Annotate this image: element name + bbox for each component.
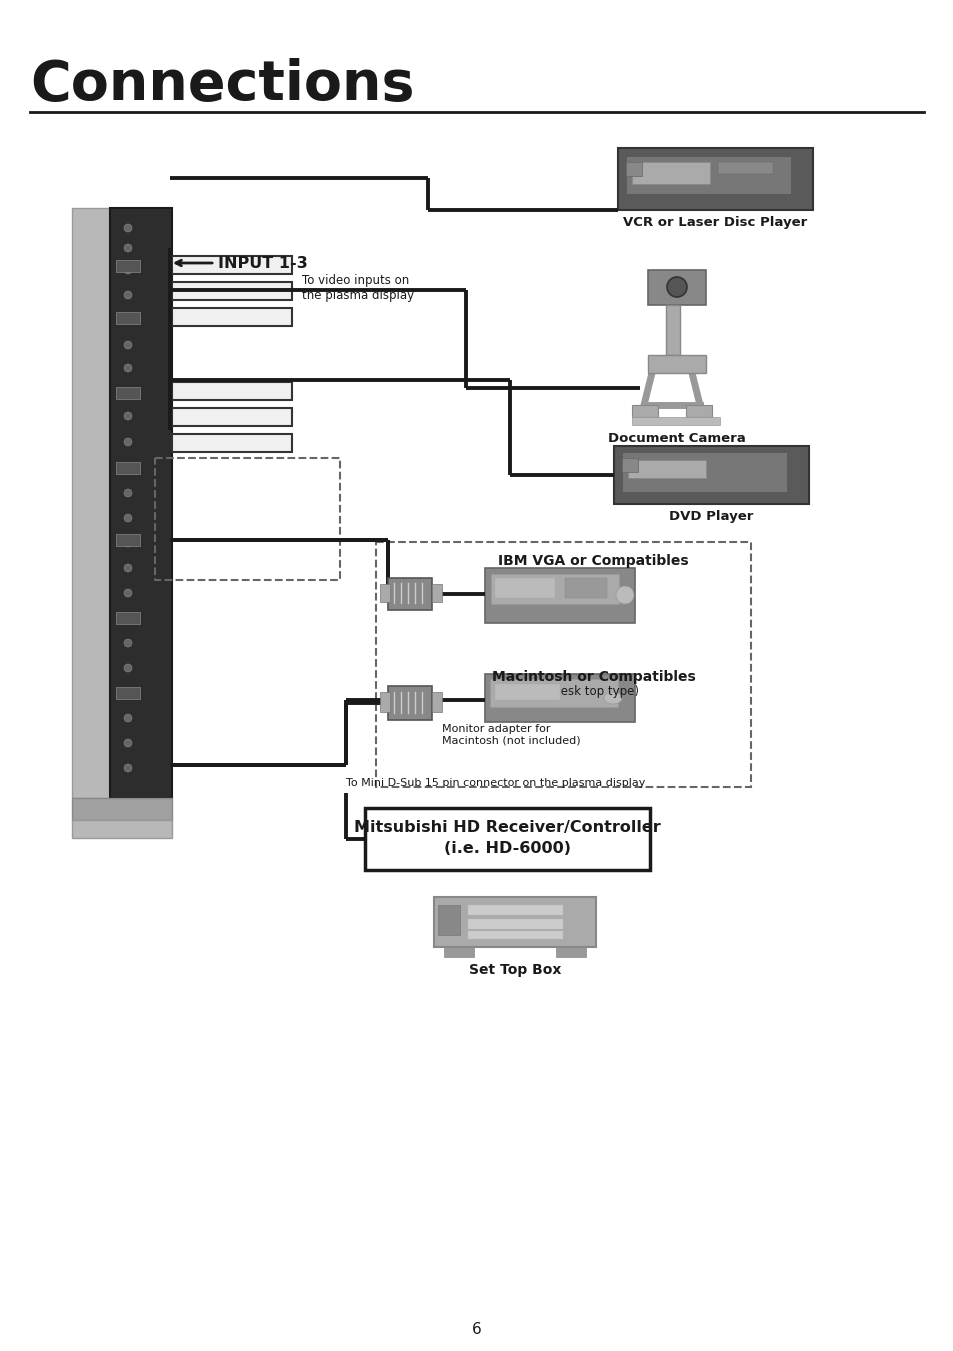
Bar — [490, 680, 618, 707]
Text: IBM VGA or Compatibles: IBM VGA or Compatibles — [497, 554, 688, 567]
Text: DVD Player: DVD Player — [668, 509, 753, 523]
Circle shape — [666, 277, 686, 297]
Bar — [484, 674, 635, 721]
Circle shape — [124, 245, 132, 253]
Bar — [495, 578, 555, 598]
Circle shape — [124, 513, 132, 521]
Circle shape — [124, 739, 132, 747]
Bar — [484, 567, 635, 623]
Bar — [434, 897, 596, 947]
Bar — [110, 208, 172, 798]
Bar — [437, 905, 459, 935]
Bar — [468, 919, 562, 929]
Bar — [71, 208, 110, 798]
Bar — [621, 453, 786, 492]
Bar — [665, 305, 679, 355]
Bar — [614, 446, 808, 504]
Bar — [116, 612, 140, 624]
Circle shape — [124, 290, 132, 299]
Circle shape — [124, 224, 132, 232]
Circle shape — [124, 663, 132, 671]
Circle shape — [124, 639, 132, 647]
Bar — [116, 259, 140, 272]
Bar — [116, 462, 140, 474]
Bar — [495, 684, 559, 700]
Bar — [468, 931, 562, 939]
Bar — [379, 692, 390, 712]
Circle shape — [124, 765, 132, 771]
Bar — [116, 534, 140, 546]
Bar — [618, 149, 812, 209]
Bar — [365, 808, 649, 870]
Circle shape — [124, 412, 132, 420]
Text: (Desk top type): (Desk top type) — [547, 685, 639, 698]
Circle shape — [124, 489, 132, 497]
Text: Mitsubishi HD Receiver/Controller: Mitsubishi HD Receiver/Controller — [354, 820, 660, 835]
Bar — [491, 574, 618, 604]
Text: Monitor adapter for
Macintosh (not included): Monitor adapter for Macintosh (not inclu… — [441, 724, 580, 746]
Text: (i.e. HD-6000): (i.e. HD-6000) — [443, 842, 571, 857]
Bar — [71, 798, 172, 820]
Circle shape — [124, 389, 132, 397]
Circle shape — [124, 340, 132, 349]
Bar — [443, 947, 474, 957]
Text: Set Top Box: Set Top Box — [468, 963, 560, 977]
Bar — [116, 312, 140, 324]
Bar — [556, 947, 585, 957]
Bar — [625, 162, 641, 176]
Bar — [432, 584, 441, 603]
Ellipse shape — [603, 692, 621, 704]
Bar — [172, 382, 292, 400]
Text: Connections: Connections — [30, 58, 414, 112]
Text: 6: 6 — [472, 1323, 481, 1337]
Circle shape — [124, 363, 132, 372]
Bar — [627, 459, 705, 478]
Bar — [172, 282, 292, 300]
Circle shape — [124, 563, 132, 571]
Bar — [172, 255, 292, 274]
Circle shape — [124, 539, 132, 547]
Circle shape — [124, 313, 132, 322]
Bar — [375, 542, 750, 788]
Bar — [71, 820, 172, 838]
Text: To Mini D-Sub 15 pin connector on the plasma display: To Mini D-Sub 15 pin connector on the pl… — [346, 778, 644, 788]
Bar — [468, 905, 562, 915]
Bar — [647, 270, 705, 305]
Bar — [116, 386, 140, 399]
Bar — [631, 162, 709, 184]
Text: Macintosh or Compatibles: Macintosh or Compatibles — [491, 670, 695, 684]
Bar — [564, 578, 606, 598]
Text: INPUT 1-3: INPUT 1-3 — [218, 255, 308, 272]
Text: VCR or Laser Disc Player: VCR or Laser Disc Player — [622, 216, 806, 230]
Circle shape — [124, 463, 132, 471]
Circle shape — [124, 266, 132, 274]
Circle shape — [124, 438, 132, 446]
Bar — [116, 688, 140, 698]
Bar — [172, 408, 292, 426]
Bar — [685, 405, 711, 417]
Text: To video inputs on
the plasma display: To video inputs on the plasma display — [302, 274, 414, 303]
Bar — [388, 578, 432, 611]
Bar — [154, 458, 339, 580]
Bar — [172, 434, 292, 453]
Bar — [432, 692, 441, 712]
Text: Document Camera: Document Camera — [607, 432, 745, 444]
Bar — [625, 155, 790, 195]
Bar — [379, 584, 390, 603]
Circle shape — [616, 586, 634, 604]
Bar — [621, 458, 638, 471]
Circle shape — [124, 713, 132, 721]
Circle shape — [124, 589, 132, 597]
Bar — [388, 686, 432, 720]
Circle shape — [124, 613, 132, 621]
Bar — [631, 417, 720, 426]
Bar — [631, 405, 658, 417]
Bar — [172, 308, 292, 326]
Circle shape — [124, 689, 132, 697]
Bar — [718, 162, 772, 174]
Bar — [647, 355, 705, 373]
